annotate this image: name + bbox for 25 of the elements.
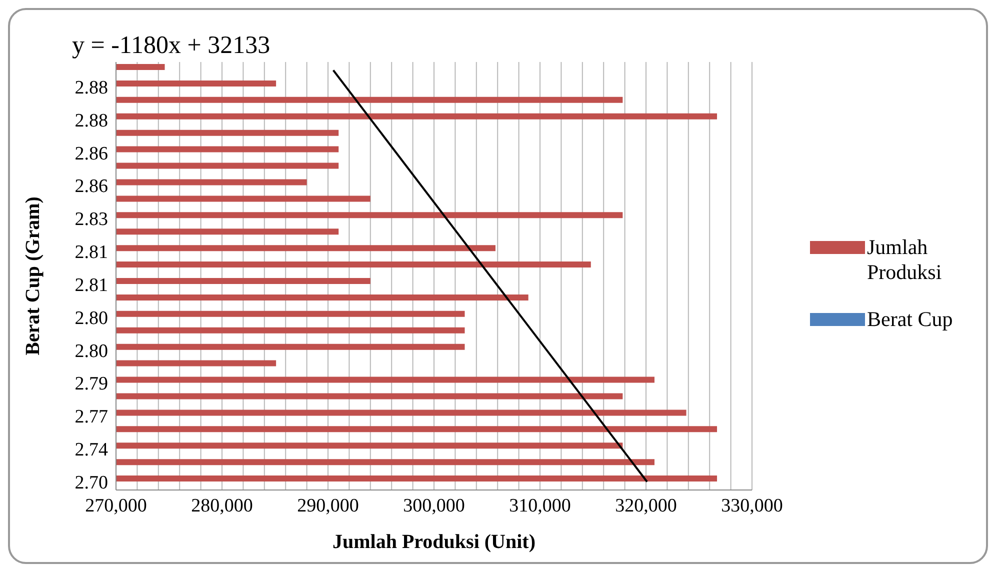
y-tick-label: 2.88 xyxy=(74,77,108,98)
x-tick-label: 320,000 xyxy=(615,495,677,516)
x-tick-label: 270,000 xyxy=(85,495,147,516)
x-tick-label: 280,000 xyxy=(191,495,253,516)
y-tick-label: 2.86 xyxy=(74,143,108,164)
y-tick-label: 2.88 xyxy=(74,110,108,132)
y-tick-label: 2.80 xyxy=(74,308,108,329)
y-tick-label: 2.83 xyxy=(74,209,108,230)
text: y = -1180x + 32133 xyxy=(72,32,270,60)
y-tick-label: 2.74 xyxy=(74,440,108,461)
y-axis-title: Berat Cup (Gram) xyxy=(22,196,44,356)
x-axis-title: Jumlah Produksi (Unit) xyxy=(332,531,536,553)
y-tick-label: 2.86 xyxy=(74,176,108,198)
y-tick-label: 2.81 xyxy=(74,242,108,264)
y-tick-label: 2.79 xyxy=(74,374,108,395)
legend-label: Berat Cup xyxy=(867,307,954,332)
x-tick-label: 310,000 xyxy=(509,495,571,516)
y-tick-label: 2.77 xyxy=(74,406,108,428)
y-tick-label: 2.81 xyxy=(74,274,108,296)
x-tick-label: 300,000 xyxy=(403,495,465,516)
x-tick-label: 290,000 xyxy=(297,495,359,516)
x-tick-label: 330,000 xyxy=(721,495,783,516)
y-tick-label: 2.70 xyxy=(74,472,108,494)
legend-label: Jumlah Produksi xyxy=(867,235,943,285)
y-tick-label: 2.80 xyxy=(74,340,108,362)
